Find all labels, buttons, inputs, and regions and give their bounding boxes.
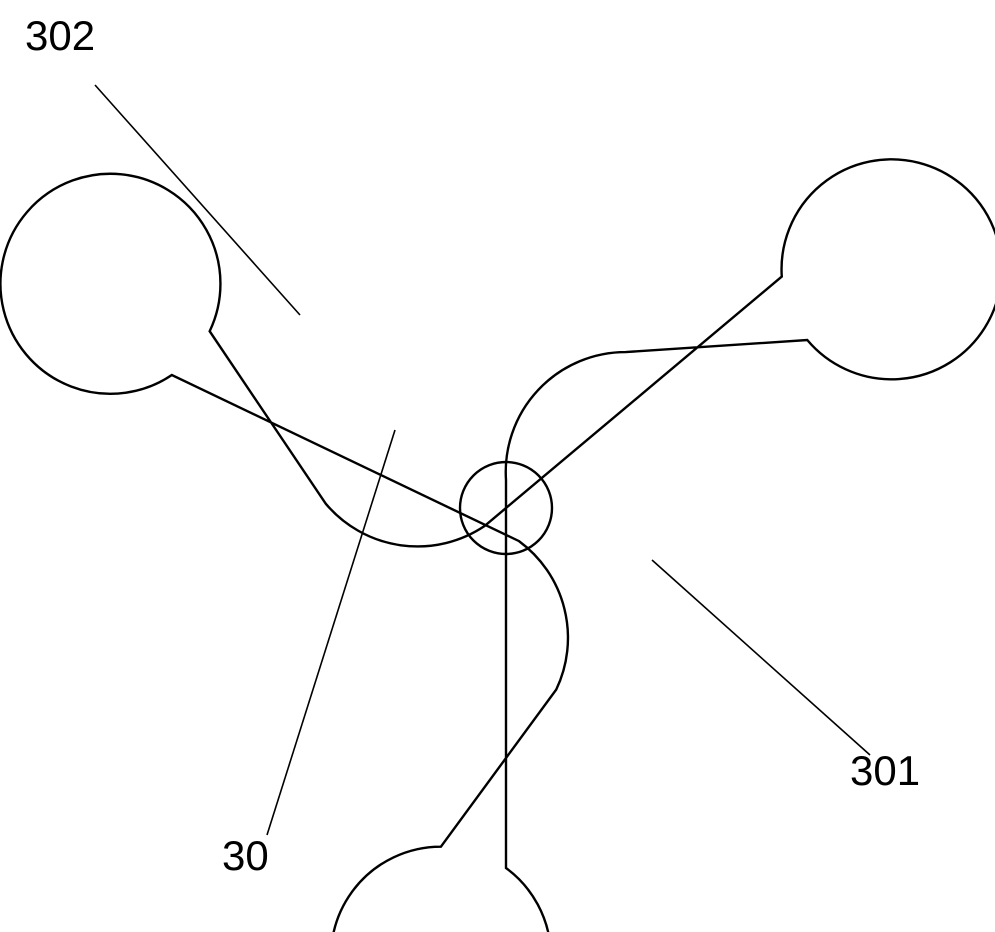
leader-line-301 [652,560,870,755]
callout-label-302: 302 [25,12,95,59]
leader-line-30 [267,430,395,835]
callout-label-301: 301 [850,747,920,794]
part-outline [0,159,995,932]
leader-line-302 [95,85,300,315]
callout-label-30: 30 [222,832,269,879]
figure-diagram: 302 30 301 [0,0,995,932]
